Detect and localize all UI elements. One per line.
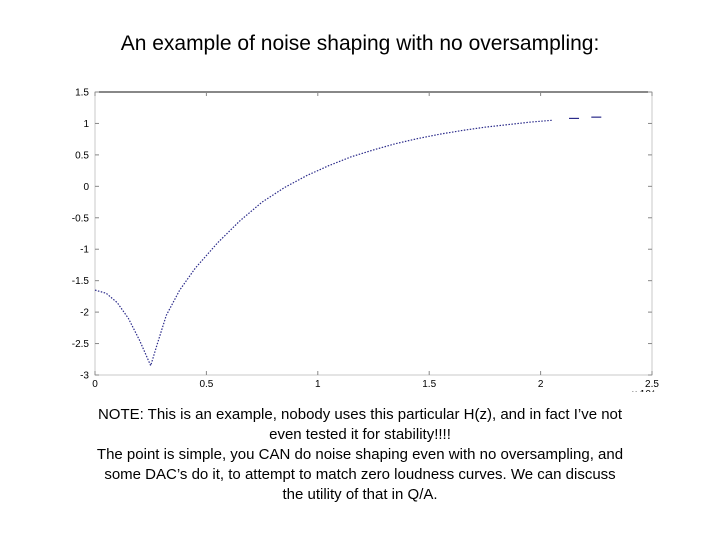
- slide-note: NOTE: This is an example, nobody uses th…: [40, 405, 680, 505]
- y-tick-label: 0.5: [75, 150, 89, 161]
- chart-series: [94, 116, 602, 368]
- y-tick-label: 1: [83, 119, 89, 130]
- y-tick-label: 1.5: [75, 88, 89, 99]
- x-exponent-label: x 10⁴: [632, 389, 655, 392]
- chart-axes: [94, 91, 653, 376]
- y-tick-label: 0: [83, 182, 89, 193]
- note-line-1: NOTE: This is an example, nobody uses th…: [97, 406, 623, 423]
- note-line-4: some DAC’s do it, to attempt to match ze…: [104, 466, 616, 483]
- chart-ticks: 1.510.50-0.5-1-1.5-2-2.5-300.511.522.5x …: [72, 88, 660, 393]
- x-tick-label: 2.5: [645, 379, 659, 390]
- y-tick-label: -3: [80, 371, 89, 382]
- y-tick-label: -1.5: [72, 276, 90, 287]
- x-tick-label: 0.5: [199, 379, 213, 390]
- x-tick-label: 1: [315, 379, 321, 390]
- note-line-3: The point is simple, you CAN do noise sh…: [96, 446, 624, 463]
- y-tick-label: -1: [80, 245, 89, 256]
- slide-title: An example of noise shaping with no over…: [120, 32, 600, 55]
- series-line: [94, 119, 552, 368]
- y-tick-label: -2.5: [72, 339, 90, 350]
- x-tick-label: 1.5: [422, 379, 436, 390]
- y-tick-label: -2: [80, 308, 89, 319]
- note-line-5: the utility of that in Q/A.: [282, 486, 438, 503]
- x-tick-label: 0: [92, 379, 98, 390]
- x-tick-label: 2: [538, 379, 544, 390]
- noise-shaping-chart: 1.510.50-0.5-1-1.5-2-2.5-300.511.522.5x …: [72, 88, 660, 393]
- note-line-2: even tested it for stability!!!!: [269, 426, 451, 443]
- plot-frame: [94, 91, 653, 376]
- y-tick-label: -0.5: [72, 213, 90, 224]
